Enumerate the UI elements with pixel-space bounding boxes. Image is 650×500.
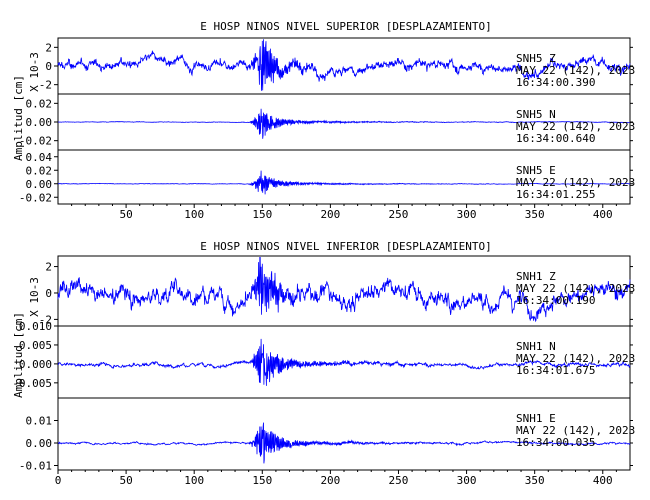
x-tick-label: 150	[252, 208, 272, 221]
y-tick-label: 0.00	[26, 116, 53, 129]
scale-label: X 10-3	[28, 277, 41, 317]
y-tick-label: -2	[39, 313, 52, 326]
station-label: SNH5 E	[516, 164, 556, 177]
date-label: MAY 22 (142), 2023	[516, 176, 635, 189]
y-tick-label: -0.02	[19, 191, 52, 204]
y-tick-label: 0.01	[26, 415, 53, 428]
y-tick-label: 0	[45, 60, 52, 73]
chart-inferior: E HOSP NINOS NIVEL INFERIOR [DESPLAZAMIE…	[12, 240, 635, 487]
x-tick-label: 250	[389, 208, 409, 221]
y-axis-label: Amplitud [cm]	[12, 312, 25, 398]
x-tick-label: 150	[252, 474, 272, 487]
waveform-trace	[57, 256, 631, 323]
time-label: 16:34:00.190	[516, 294, 595, 307]
x-tick-label: 300	[457, 474, 477, 487]
y-tick-label: -0.005	[12, 377, 52, 390]
x-tick-label: 250	[389, 474, 409, 487]
chart-title: E HOSP NINOS NIVEL INFERIOR [DESPLAZAMIE…	[200, 240, 491, 253]
y-tick-label: -2	[39, 79, 52, 92]
time-label: 16:34:00.035	[516, 436, 595, 449]
y-tick-label: 0	[45, 287, 52, 300]
time-label: 16:34:01.675	[516, 364, 595, 377]
date-label: MAY 22 (142), 2023	[516, 282, 635, 295]
chart-title: E HOSP NINOS NIVEL SUPERIOR [DESPLAZAMIE…	[200, 20, 491, 33]
scale-label: X 10-3	[28, 52, 41, 92]
date-label: MAY 22 (142), 2023	[516, 64, 635, 77]
station-label: SNH1 E	[516, 412, 556, 425]
waveform-trace	[57, 39, 631, 91]
y-axis-label: Amplitud [cm]	[12, 75, 25, 161]
x-tick-label: 50	[119, 474, 132, 487]
station-label: SNH1 Z	[516, 270, 556, 283]
y-tick-label: 0.00	[26, 437, 53, 450]
y-tick-label: -0.02	[19, 135, 52, 148]
x-tick-label: 50	[119, 208, 132, 221]
waveform-trace	[57, 338, 631, 386]
date-label: MAY 22 (142), 2023	[516, 424, 635, 437]
waveform-trace	[58, 108, 631, 139]
x-tick-label: 300	[457, 208, 477, 221]
y-tick-label: 0.02	[26, 97, 53, 110]
x-tick-label: 100	[184, 208, 204, 221]
y-tick-label: 0.005	[19, 339, 52, 352]
x-tick-label: 200	[320, 208, 340, 221]
y-tick-label: 2	[45, 261, 52, 274]
time-label: 16:34:00.640	[516, 132, 595, 145]
x-tick-label: 200	[320, 474, 340, 487]
x-tick-label: 350	[525, 474, 545, 487]
x-tick-label: 350	[525, 208, 545, 221]
y-tick-label: -0.01	[19, 460, 52, 473]
time-label: 16:34:01.255	[516, 188, 595, 201]
waveform-trace	[58, 170, 631, 195]
x-tick-label: 400	[593, 208, 613, 221]
date-label: MAY 22 (142), 2023	[516, 120, 635, 133]
y-tick-label: 2	[45, 41, 52, 54]
x-tick-label: 100	[184, 474, 204, 487]
x-tick-label: 400	[593, 474, 613, 487]
station-label: SNH5 N	[516, 108, 556, 121]
chart-superior: E HOSP NINOS NIVEL SUPERIOR [DESPLAZAMIE…	[12, 20, 635, 221]
y-tick-label: 0.02	[26, 164, 53, 177]
waveform-trace	[58, 422, 631, 464]
y-tick-label: 0.00	[26, 178, 53, 191]
y-tick-label: 0.000	[19, 358, 52, 371]
y-tick-label: 0.010	[19, 320, 52, 333]
station-label: SNH5 Z	[516, 52, 556, 65]
station-label: SNH1 N	[516, 340, 556, 353]
date-label: MAY 22 (142), 2023	[516, 352, 635, 365]
x-tick-label: 0	[55, 474, 62, 487]
y-tick-label: 0.04	[26, 151, 53, 164]
time-label: 16:34:00.390	[516, 76, 595, 89]
